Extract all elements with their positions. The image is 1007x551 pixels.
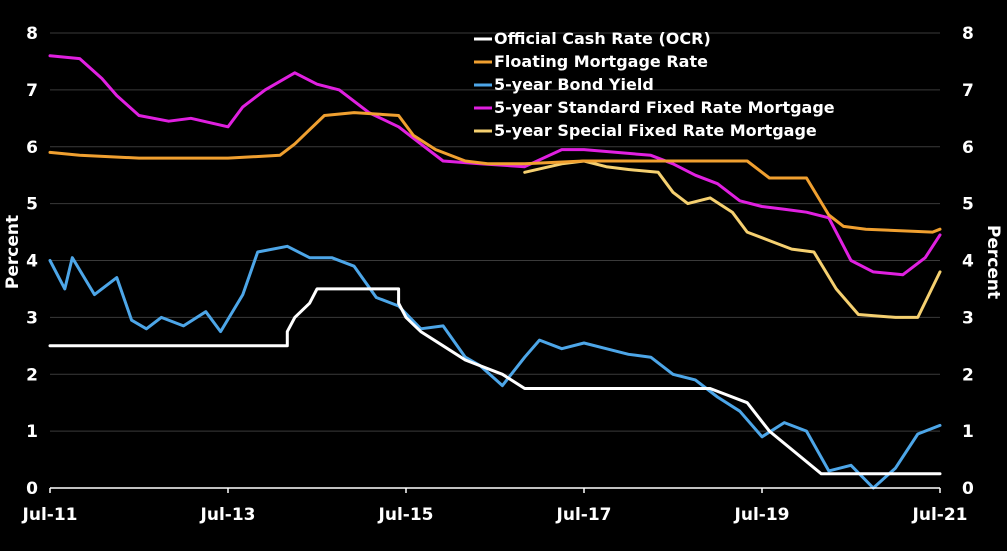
- y-tick-label-left: 8: [26, 24, 38, 44]
- legend-entry: 5-year Standard Fixed Rate Mortgage: [494, 98, 835, 117]
- x-tick-label: Jul-11: [22, 505, 78, 525]
- legend-entry: Floating Mortgage Rate: [494, 52, 708, 71]
- y-tick-label-left: 6: [26, 138, 38, 158]
- axes: Percent Percent 0 0 1 1 2 2 3 3 4 4 5 5 6 6 7 7 8 8 Jul-11…: [3, 24, 1003, 525]
- y-tick-label-right: 7: [962, 81, 974, 101]
- y-tick-label-right: 3: [962, 308, 974, 328]
- y-tick-label-right: 4: [962, 252, 974, 272]
- y-tick-label-left: 3: [26, 308, 38, 328]
- x-tick-label: Jul-15: [378, 505, 434, 525]
- y-tick-label-left: 2: [26, 365, 38, 385]
- legend-entry: Official Cash Rate (OCR): [494, 29, 711, 48]
- legend: Official Cash Rate (OCR) Floating Mortgag…: [474, 29, 835, 140]
- series-line: [523, 159, 942, 319]
- series-lines: [48, 54, 942, 490]
- y-tick-label-right: 6: [962, 138, 974, 158]
- x-tick-label: Jul-17: [556, 505, 612, 525]
- y-tick-label-left: 0: [26, 479, 38, 499]
- y-tick-label-left: 1: [26, 422, 38, 442]
- legend-entry: 5-year Special Fixed Rate Mortgage: [494, 121, 817, 140]
- y-tick-label-right: 2: [962, 365, 974, 385]
- series-line: [48, 287, 942, 476]
- y-tick-label-left: 4: [26, 252, 38, 272]
- right-axis-title: Percent: [983, 225, 1003, 299]
- y-tick-label-right: 5: [962, 195, 974, 215]
- legend-entry: 5-year Bond Yield: [494, 75, 654, 94]
- y-tick-label-left: 7: [26, 81, 38, 101]
- y-tick-label-right: 0: [962, 479, 974, 499]
- left-axis-title: Percent: [3, 215, 23, 289]
- y-tick-label-left: 5: [26, 195, 38, 215]
- y-tick-label-right: 1: [962, 422, 974, 442]
- y-tick-label-right: 8: [962, 24, 974, 44]
- series-line: [48, 111, 942, 234]
- series-line: [48, 244, 942, 490]
- x-tick-label: Jul-21: [912, 505, 968, 525]
- x-tick-label: Jul-19: [734, 505, 790, 525]
- x-tick-label: Jul-13: [200, 505, 256, 525]
